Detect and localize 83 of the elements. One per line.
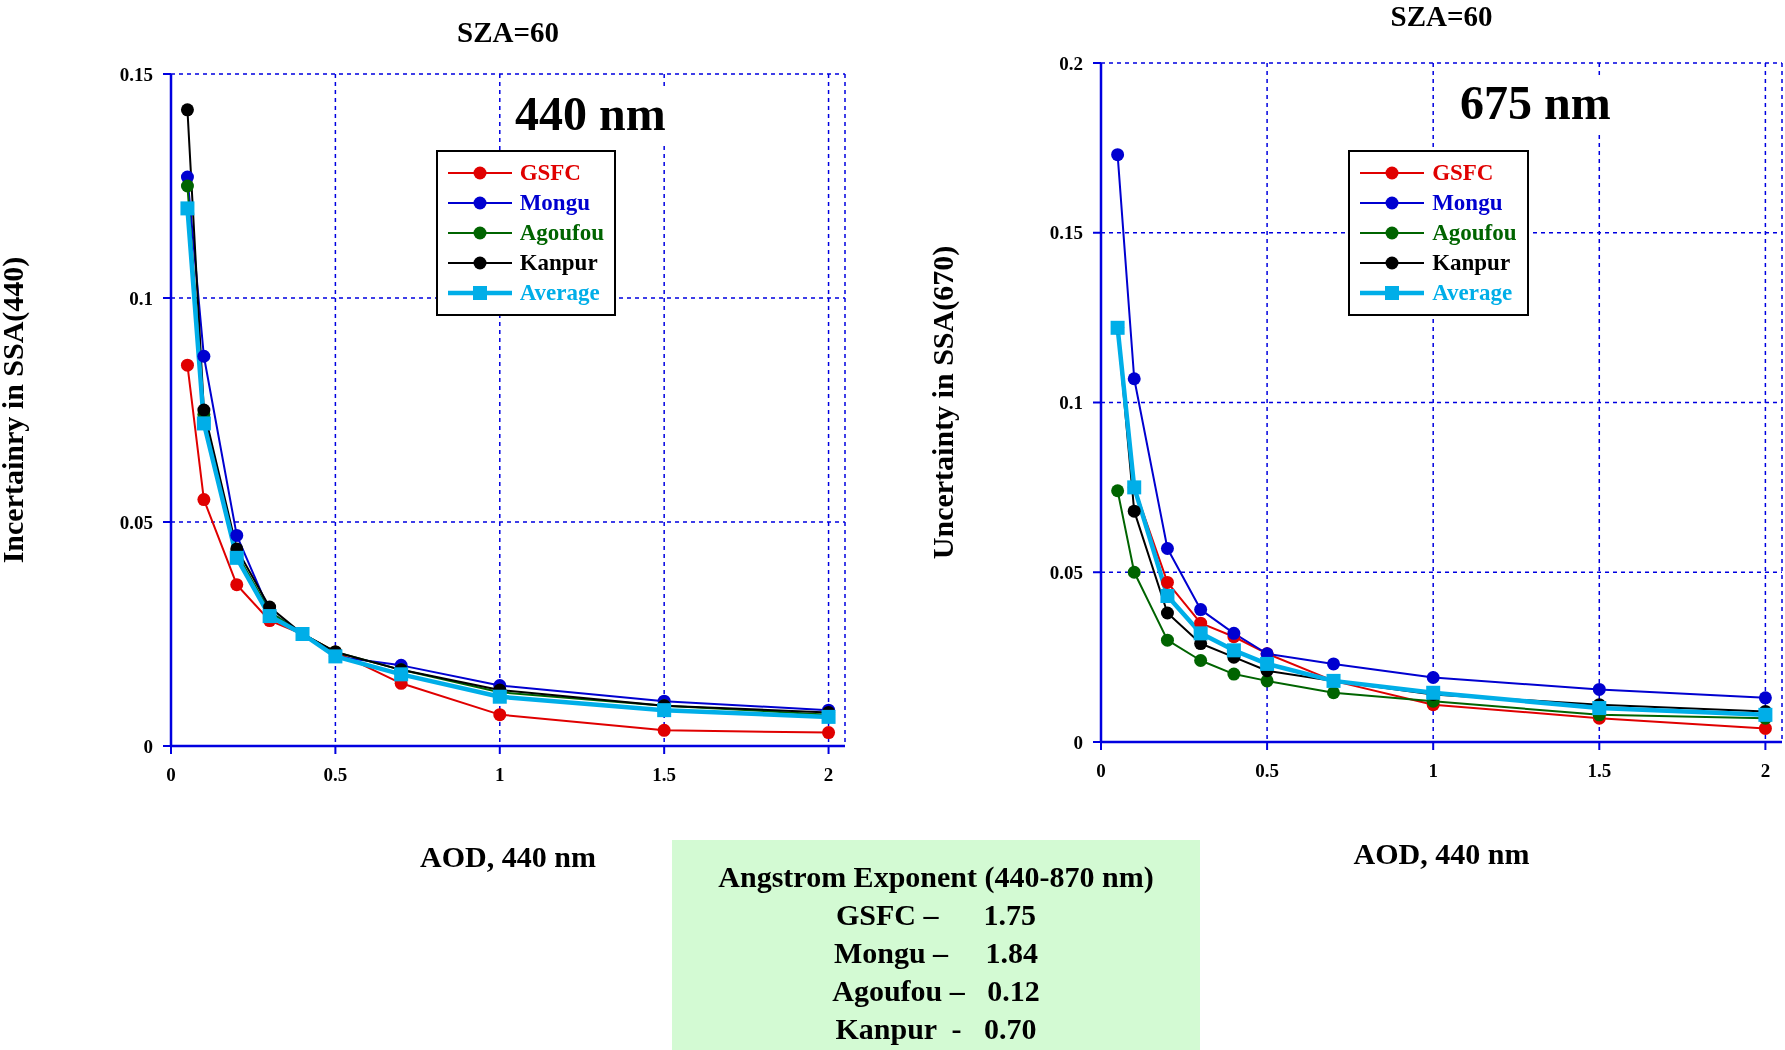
legend-label: GSFC	[519, 160, 581, 186]
point	[1127, 372, 1141, 386]
point	[197, 493, 211, 507]
point	[1160, 633, 1174, 647]
legend-label: Kanpur	[519, 250, 598, 276]
legend-label: Mongu	[519, 190, 590, 216]
x-tick-label: 1	[495, 764, 505, 786]
point	[180, 103, 194, 117]
point	[230, 528, 244, 542]
legend-label: Kanpur	[1432, 250, 1511, 276]
x-axis-title: AOD, 440 nm	[420, 840, 596, 873]
point	[180, 358, 194, 372]
point	[1592, 701, 1607, 716]
point	[1426, 671, 1440, 684]
x-tick-label: 1.5	[1587, 760, 1612, 782]
point	[1160, 589, 1175, 604]
x-axis-title: AOD, 440 nm	[1353, 837, 1530, 870]
point	[1111, 148, 1125, 162]
x-tick-label: 0.5	[1255, 760, 1279, 782]
chart-title: SZA=60	[1389, 0, 1494, 33]
y-tick-label: 0.1	[1059, 392, 1083, 414]
point	[657, 723, 671, 737]
y-tick-label: 0.05	[1049, 561, 1083, 583]
text: Agoufou – 0.12	[831, 973, 1041, 1009]
point	[230, 578, 244, 592]
point	[1194, 603, 1208, 617]
x-tick-label: 0	[1096, 760, 1106, 782]
x-tick-label: 0.5	[323, 764, 348, 786]
legend-label: Agoufou	[519, 220, 604, 246]
point	[229, 550, 244, 565]
point	[262, 609, 277, 624]
y-tick-label: 0.15	[1049, 222, 1083, 244]
x-tick-label: 0	[166, 764, 176, 786]
point	[1194, 654, 1208, 668]
point	[180, 201, 195, 216]
x-tick-label: 1.5	[652, 764, 677, 786]
x-tick-label: 2	[1760, 760, 1771, 782]
point	[180, 179, 194, 193]
legend-label: Average	[519, 280, 600, 306]
text: Mongu – 1.84	[832, 935, 1040, 971]
point	[1758, 707, 1773, 722]
y-tick-label: 0	[143, 735, 153, 757]
legend-label: Average	[1432, 280, 1513, 306]
point	[492, 689, 507, 704]
point	[1160, 541, 1174, 555]
legend-label: Mongu	[1432, 190, 1503, 216]
point	[657, 703, 672, 718]
point	[1260, 656, 1275, 671]
point	[394, 667, 409, 682]
point	[1758, 691, 1772, 705]
y-tick-label: 0	[1073, 731, 1083, 753]
point	[197, 349, 211, 363]
point	[1227, 667, 1241, 681]
point	[197, 403, 211, 417]
text: GSFC – 1.75	[835, 897, 1037, 933]
y-tick-label: 0.2	[1059, 52, 1083, 74]
point	[822, 726, 836, 740]
chart-title: SZA=60	[456, 16, 560, 49]
y-tick-label: 0.15	[119, 63, 153, 85]
point	[1111, 484, 1125, 498]
x-tick-label: 2	[823, 764, 834, 786]
point	[1160, 606, 1174, 620]
legend-label: Agoufou	[1432, 220, 1517, 246]
y-tick-label: 0.05	[119, 511, 153, 533]
point	[1127, 504, 1141, 518]
y-axis-title: Uncertainty in SSA(670)	[925, 245, 960, 560]
point	[1227, 626, 1241, 640]
legend-label: GSFC	[1432, 160, 1494, 186]
annotation: 440 nm	[515, 86, 666, 142]
point	[1226, 643, 1241, 658]
point	[493, 708, 507, 722]
text: Angstrom Exponent (440-870 nm)	[717, 859, 1155, 895]
point	[1592, 682, 1606, 696]
annotation: 675 nm	[1460, 75, 1611, 131]
point	[1127, 565, 1141, 579]
x-tick-label: 1	[1428, 760, 1438, 782]
point	[1193, 626, 1208, 641]
point	[1327, 657, 1341, 671]
point	[1160, 575, 1174, 589]
text: Kanpur - 0.70	[834, 1011, 1038, 1047]
y-tick-label: 0.1	[129, 287, 153, 309]
point	[196, 416, 211, 431]
y-axis-title: Incertainry in SSA(440)	[0, 256, 30, 564]
